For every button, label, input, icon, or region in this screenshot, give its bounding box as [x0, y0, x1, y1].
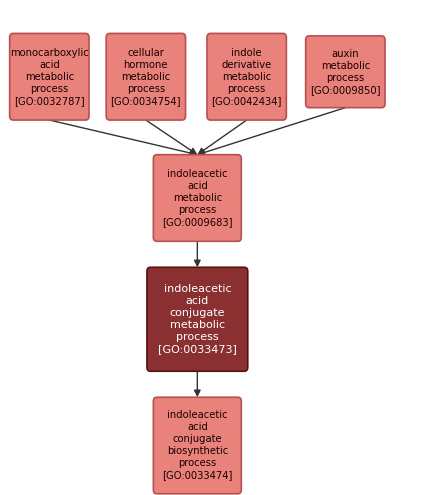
- Text: auxin
metabolic
process
[GO:0009850]: auxin metabolic process [GO:0009850]: [310, 49, 381, 95]
- FancyBboxPatch shape: [154, 397, 241, 494]
- FancyBboxPatch shape: [147, 267, 248, 371]
- Text: cellular
hormone
metabolic
process
[GO:0034754]: cellular hormone metabolic process [GO:0…: [111, 48, 181, 106]
- FancyBboxPatch shape: [305, 36, 385, 108]
- Text: indoleacetic
acid
metabolic
process
[GO:0009683]: indoleacetic acid metabolic process [GO:…: [162, 169, 233, 227]
- Text: indole
derivative
metabolic
process
[GO:0042434]: indole derivative metabolic process [GO:…: [211, 48, 282, 106]
- FancyBboxPatch shape: [10, 34, 89, 120]
- FancyBboxPatch shape: [207, 34, 287, 120]
- FancyBboxPatch shape: [154, 154, 241, 242]
- Text: monocarboxylic
acid
metabolic
process
[GO:0032787]: monocarboxylic acid metabolic process [G…: [10, 48, 89, 106]
- Text: indoleacetic
acid
conjugate
metabolic
process
[GO:0033473]: indoleacetic acid conjugate metabolic pr…: [158, 284, 237, 354]
- FancyBboxPatch shape: [106, 34, 185, 120]
- Text: indoleacetic
acid
conjugate
biosynthetic
process
[GO:0033474]: indoleacetic acid conjugate biosynthetic…: [162, 410, 233, 481]
